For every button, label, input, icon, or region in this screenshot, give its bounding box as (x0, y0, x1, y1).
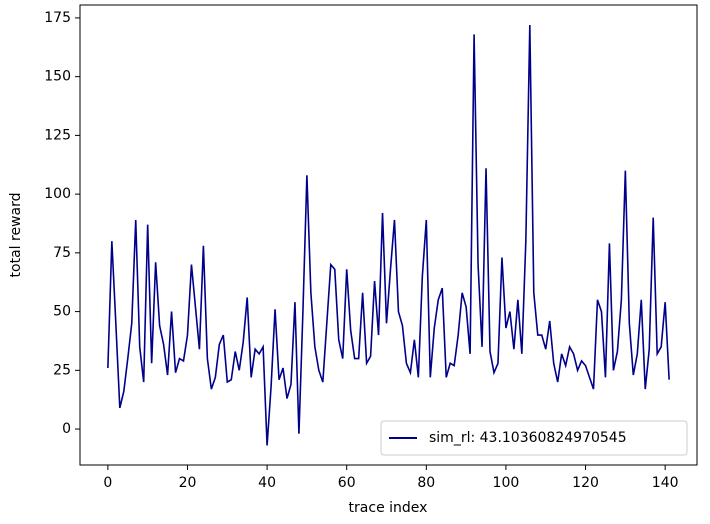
x-tick-label: 20 (179, 475, 197, 491)
x-axis-label: trace index (349, 500, 428, 516)
y-tick-label: 150 (44, 69, 71, 85)
x-tick-label: 40 (258, 475, 276, 491)
x-tick-label: 140 (652, 475, 679, 491)
x-tick-label: 120 (572, 475, 599, 491)
x-tick-label: 60 (338, 475, 356, 491)
y-tick-label: 175 (44, 10, 71, 26)
line (107, 24, 670, 446)
y-tick-label: 75 (53, 245, 71, 261)
x-tick-label: 100 (493, 475, 520, 491)
y-tick-label: 25 (53, 362, 71, 378)
y-tick-label: 0 (62, 421, 71, 437)
x-tick-label: 80 (417, 475, 435, 491)
x-tick-label: 0 (103, 475, 112, 491)
y-tick-label: 100 (44, 186, 71, 202)
plot-frame (79, 4, 698, 466)
legend-label: sim_rl: 43.10360824970545 (429, 430, 627, 446)
legend-box (380, 420, 688, 456)
y-tick-label: 125 (44, 127, 71, 143)
y-tick-label: 50 (53, 304, 71, 320)
y-axis-label: total reward (8, 193, 24, 278)
